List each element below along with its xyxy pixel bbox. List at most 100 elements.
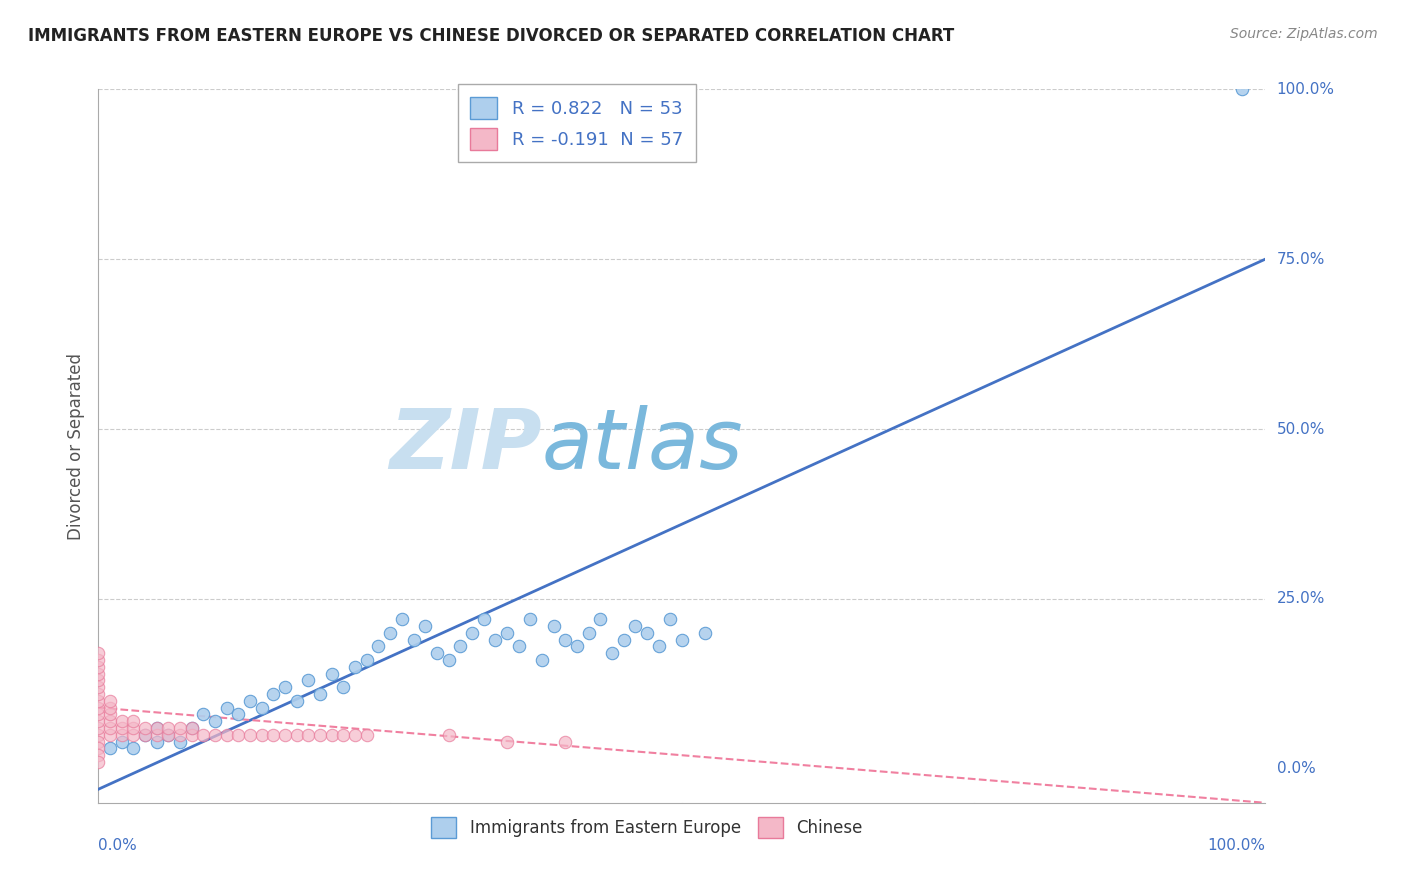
Text: 100.0%: 100.0% [1208, 838, 1265, 853]
Point [228, 728, 250, 742]
Point [98, 707, 121, 722]
Point [484, 632, 506, 647]
Point [87, 748, 110, 763]
Point [380, 626, 402, 640]
Point [636, 626, 658, 640]
Text: 25.0%: 25.0% [1277, 591, 1324, 607]
Point [356, 653, 378, 667]
Point [204, 728, 226, 742]
Point [122, 741, 145, 756]
Point [239, 728, 262, 742]
Point [496, 734, 519, 748]
Point [87, 680, 110, 694]
Point [87, 666, 110, 681]
Point [215, 728, 238, 742]
Point [332, 680, 354, 694]
Point [437, 653, 460, 667]
Point [87, 707, 110, 722]
Point [624, 619, 647, 633]
Point [1230, 82, 1253, 96]
Point [157, 728, 180, 742]
Point [87, 694, 110, 708]
Point [111, 734, 134, 748]
Point [215, 700, 238, 714]
Point [134, 728, 156, 742]
Text: 0.0%: 0.0% [1277, 761, 1315, 776]
Point [87, 646, 110, 660]
Point [344, 728, 367, 742]
Y-axis label: Divorced or Separated: Divorced or Separated [66, 352, 84, 540]
Point [146, 734, 169, 748]
Point [122, 721, 145, 735]
Point [426, 646, 449, 660]
Point [228, 707, 250, 722]
Point [157, 728, 180, 742]
Point [134, 721, 156, 735]
Point [332, 728, 354, 742]
Point [589, 612, 612, 626]
Text: Source: ZipAtlas.com: Source: ZipAtlas.com [1230, 27, 1378, 41]
Point [543, 619, 565, 633]
Point [321, 728, 343, 742]
Point [530, 653, 553, 667]
Point [98, 728, 121, 742]
Point [262, 687, 284, 701]
Point [449, 640, 471, 654]
Point [297, 673, 319, 688]
Text: 100.0%: 100.0% [1277, 82, 1334, 96]
Point [122, 728, 145, 742]
Point [87, 721, 110, 735]
Point [554, 734, 576, 748]
Point [111, 714, 134, 729]
Point [356, 728, 378, 742]
Point [98, 700, 121, 714]
Point [87, 728, 110, 742]
Point [87, 755, 110, 769]
Point [146, 721, 169, 735]
Point [111, 721, 134, 735]
Point [413, 619, 436, 633]
Point [250, 728, 273, 742]
Point [87, 734, 110, 748]
Point [111, 728, 134, 742]
Point [402, 632, 425, 647]
Point [98, 741, 121, 756]
Point [239, 694, 262, 708]
Point [285, 728, 308, 742]
Point [612, 632, 634, 647]
Point [169, 728, 191, 742]
Point [367, 640, 389, 654]
Point [157, 721, 180, 735]
Point [695, 626, 717, 640]
Point [274, 680, 297, 694]
Text: ZIP: ZIP [389, 406, 541, 486]
Point [309, 728, 332, 742]
Point [134, 728, 156, 742]
Point [180, 728, 202, 742]
Point [600, 646, 623, 660]
Point [146, 728, 169, 742]
Point [437, 728, 460, 742]
Point [496, 626, 519, 640]
Point [659, 612, 682, 626]
Text: IMMIGRANTS FROM EASTERN EUROPE VS CHINESE DIVORCED OR SEPARATED CORRELATION CHAR: IMMIGRANTS FROM EASTERN EUROPE VS CHINES… [28, 27, 955, 45]
Point [87, 714, 110, 729]
Point [565, 640, 588, 654]
Point [274, 728, 297, 742]
Text: 50.0%: 50.0% [1277, 422, 1324, 436]
Point [321, 666, 343, 681]
Point [180, 721, 202, 735]
Point [519, 612, 541, 626]
Point [671, 632, 693, 647]
Point [87, 673, 110, 688]
Legend: Immigrants from Eastern Europe, Chinese: Immigrants from Eastern Europe, Chinese [425, 811, 869, 845]
Point [250, 700, 273, 714]
Point [297, 728, 319, 742]
Point [391, 612, 413, 626]
Point [87, 660, 110, 674]
Point [262, 728, 284, 742]
Point [87, 653, 110, 667]
Point [98, 694, 121, 708]
Text: 75.0%: 75.0% [1277, 252, 1324, 267]
Point [180, 721, 202, 735]
